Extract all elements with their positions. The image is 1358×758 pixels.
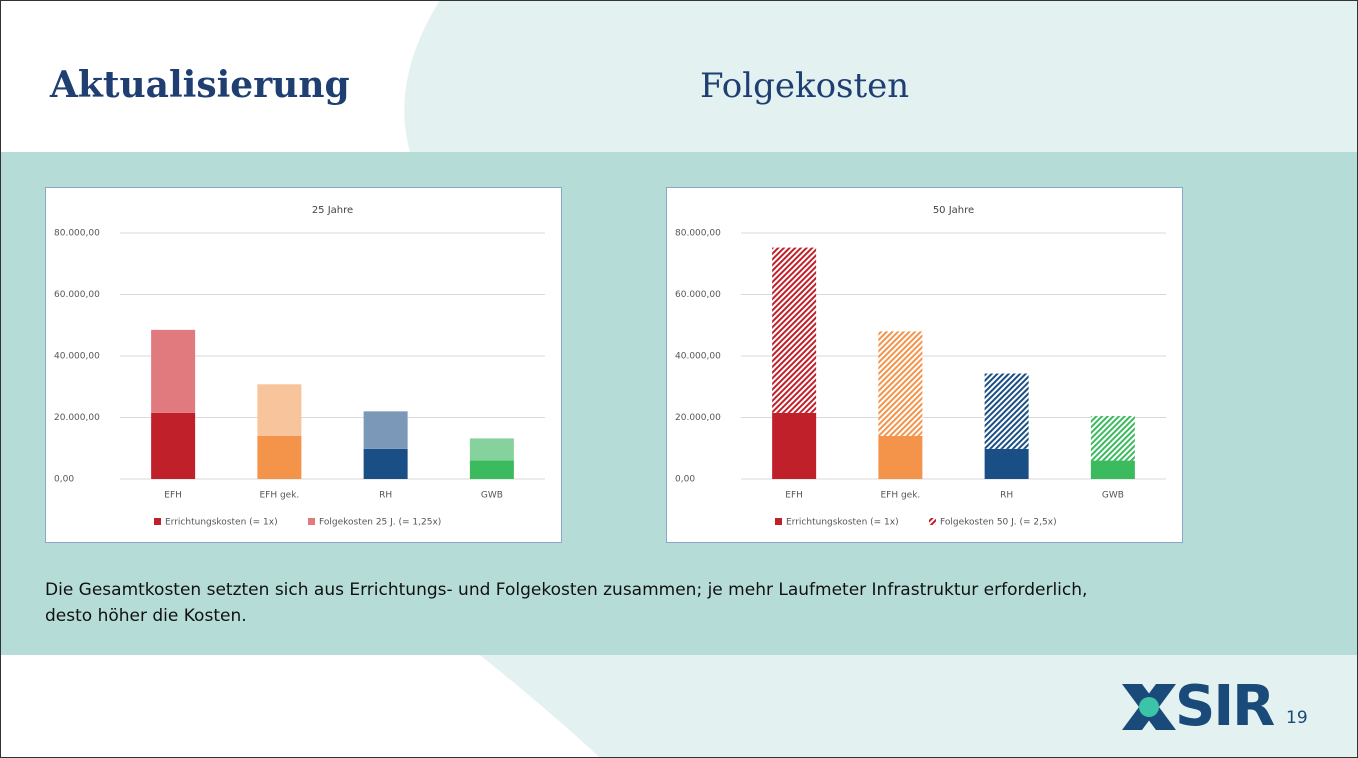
x-tick-label: GWB [481, 491, 503, 501]
bar-segment [151, 412, 196, 479]
y-tick-label: 60.000,00 [54, 290, 100, 300]
bar-segment [878, 435, 923, 479]
caption: desto höher die Kosten. [45, 606, 247, 626]
bar-segment [984, 448, 1029, 479]
legend-label: Errichtungskosten (= 1x) [786, 518, 899, 528]
subtitle: Folgekosten [700, 66, 910, 106]
legend-label: Folgekosten 50 J. (= 2,5x) [940, 518, 1057, 528]
y-tick-label: 80.000,00 [675, 229, 721, 239]
bar-segment [363, 448, 408, 479]
y-tick-label: 40.000,00 [675, 352, 721, 362]
bar-segment [878, 331, 923, 436]
x-tick-label: RH [379, 491, 392, 501]
caption: Die Gesamtkosten setzten sich aus Errich… [45, 580, 1088, 600]
bar-segment [151, 329, 196, 413]
y-tick-label: 20.000,00 [675, 413, 721, 423]
legend-label: Errichtungskosten (= 1x) [165, 518, 278, 528]
chart-title: 50 Jahre [933, 205, 974, 216]
y-tick-label: 80.000,00 [54, 229, 100, 239]
chart-title: 25 Jahre [312, 205, 353, 216]
legend-swatch [929, 518, 936, 525]
x-tick-label: EFH gek. [880, 491, 920, 501]
legend-label: Folgekosten 25 J. (= 1,25x) [319, 518, 441, 528]
bar-segment [984, 373, 1029, 449]
bar-segment [469, 438, 514, 461]
logo-text: SIR [1175, 674, 1275, 739]
y-tick-label: 0,00 [675, 475, 695, 485]
chart: 50 Jahre 0,00 20.000,00 40.000,00 60.000,00 8… [675, 205, 1166, 528]
bar-segment [772, 412, 817, 479]
y-tick-label: 20.000,00 [54, 413, 100, 423]
bar-segment [257, 384, 302, 436]
chart-panel: 25 Jahre 0,00 20.000,00 40.000,00 60.000,00 8… [45, 187, 562, 543]
x-tick-label: RH [1000, 491, 1013, 501]
y-tick-label: 0,00 [54, 475, 74, 485]
bar-segment [772, 247, 817, 413]
page-number: 19 [1286, 708, 1308, 728]
y-tick-label: 40.000,00 [54, 352, 100, 362]
x-tick-label: EFH [164, 491, 182, 501]
legend-swatch [308, 518, 315, 525]
legend-swatch [775, 518, 782, 525]
y-tick-label: 60.000,00 [675, 290, 721, 300]
bar-segment [257, 435, 302, 479]
bottom-shape [480, 655, 1358, 758]
bar-segment [1090, 415, 1135, 461]
top-shape [404, 0, 1358, 152]
bar-segment [363, 411, 408, 449]
chart-panel: 50 Jahre 0,00 20.000,00 40.000,00 60.000,00 8… [666, 187, 1183, 543]
logo-mark [1122, 684, 1176, 730]
x-tick-label: GWB [1102, 491, 1124, 501]
bar-segment [1090, 460, 1135, 479]
chart: 25 Jahre 0,00 20.000,00 40.000,00 60.000,00 8… [54, 205, 545, 528]
title: Aktualisierung [50, 64, 350, 106]
bar-segment [469, 460, 514, 479]
legend-swatch [154, 518, 161, 525]
x-tick-label: EFH [785, 491, 803, 501]
x-tick-label: EFH gek. [259, 491, 299, 501]
